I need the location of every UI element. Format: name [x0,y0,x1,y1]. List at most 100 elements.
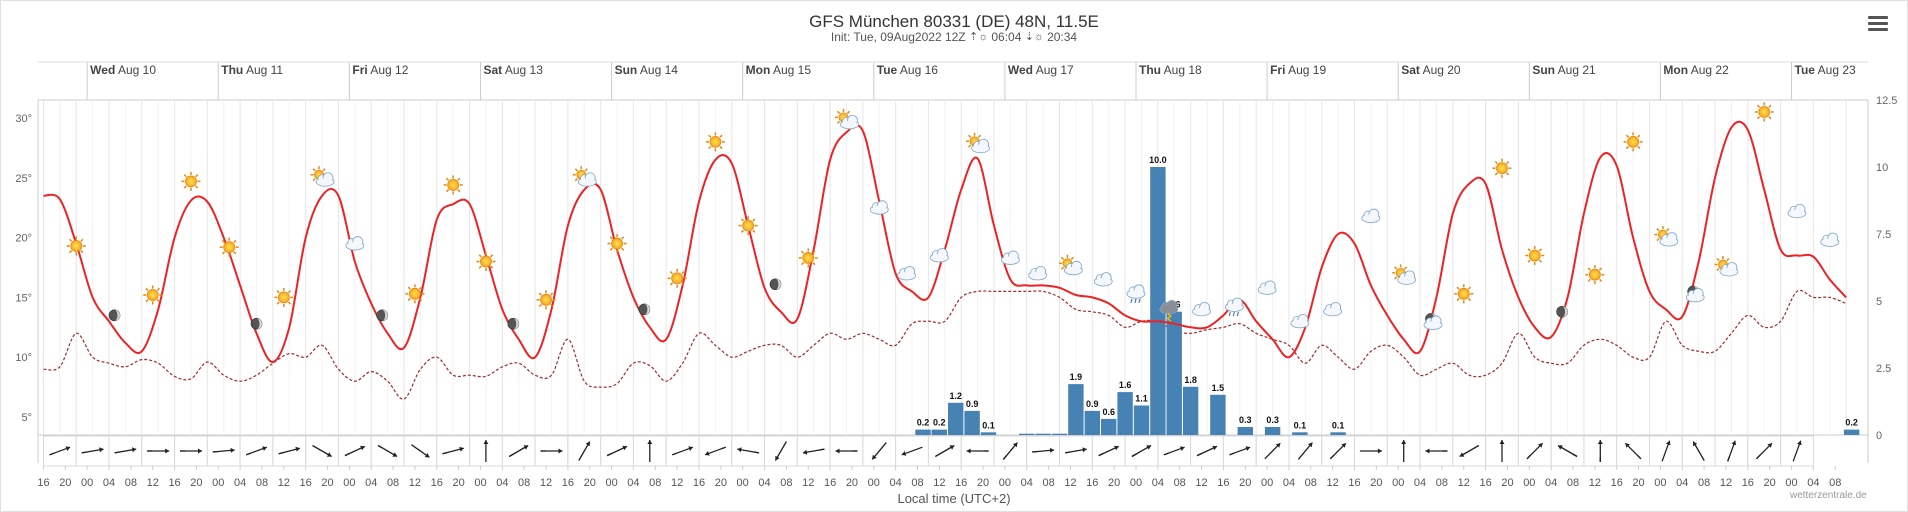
hour-tick-label: 08 [780,477,792,489]
wind-arrowhead [1275,443,1281,448]
sun-ray [145,299,149,303]
wind-feather [1526,454,1531,460]
hour-tick-label: 20 [453,477,465,489]
precip-bar [1210,394,1226,435]
precip-bar [1264,427,1281,435]
sun-ray [708,145,712,150]
wind-feather [1572,453,1578,458]
wind-barb [1002,442,1018,460]
sun-ray [836,110,841,114]
wind-feather [1064,451,1071,454]
hour-tick-label: 16 [955,477,967,489]
sun-ray [287,290,292,294]
cloud-shape [972,144,989,152]
sun-ray [1716,267,1720,272]
sun-ray [1070,256,1074,260]
moon-lit [256,318,263,330]
moon-weather-icon [507,317,520,330]
cloud-shape [1065,266,1082,274]
moon-weather-icon [376,309,388,322]
day-label: Wed Aug 10 [90,63,156,77]
sun-ray [195,185,199,189]
precip-data-label: 1.9 [1070,372,1083,382]
day-label: Mon Aug 15 [746,63,812,77]
sun-ray [681,282,685,286]
sun-ray [1756,116,1761,120]
wind-barb [49,446,71,456]
rain-drop [1134,298,1137,303]
hour-tick-label: 20 [190,477,202,489]
sun-ray [1506,160,1510,165]
hour-tick-label: 04 [1676,477,1688,489]
cloud-shape [1291,319,1308,327]
sun-ray [550,303,554,308]
chart-menu-button[interactable] [1868,14,1888,34]
chart-subtitle: Init: Tue, 09Aug2022 12Z ⇡☼ 06:04 ⇣☼ 20:… [0,30,1908,44]
wind-feather [720,446,726,450]
wind-feather [278,451,284,455]
sun-ray [1467,286,1472,290]
sun-disc [1528,249,1541,262]
wind-feather [1098,452,1104,457]
sun-ray [574,178,578,182]
cloud-weather-icon [1323,301,1343,317]
hour-tick-label: 20 [584,477,596,489]
wind-arrowhead [1114,445,1119,451]
cloud-shape [1821,238,1838,246]
cloud-weather-icon [1361,208,1381,223]
sun-ray [457,177,461,181]
sun-ray [609,236,613,240]
hour-tick-label: 20 [1370,477,1382,489]
cloud-shape [1095,277,1112,285]
sun-weather-icon [274,287,294,307]
hour-tick-label: 16 [693,477,705,489]
wind-barb [871,442,887,460]
precip-bar [1117,392,1133,435]
sun-weather-icon [1525,246,1545,266]
hour-tick-label: 20 [1239,477,1251,489]
hour-tick-label: 20 [977,477,989,489]
sun-ray [1456,297,1460,302]
precip-data-label: 1.8 [1184,375,1197,385]
precip-data-label: 0.1 [982,420,995,430]
day-label-dow: Thu [221,63,243,77]
wind-arrowhead [558,448,563,454]
hour-tick-label: 20 [59,477,71,489]
day-label: Sun Aug 21 [1532,63,1596,77]
cloud-shape [1128,290,1144,298]
sun-ray [740,218,745,222]
sun-ray [1598,278,1603,282]
moon-weather-icon [250,317,263,330]
precip-data-label: 0.1 [1332,420,1345,430]
wind-feather [1002,455,1007,460]
hour-tick-label: 12 [1589,477,1601,489]
wind-barb [312,444,332,458]
wind-arrowhead [585,441,590,447]
wind-arrowhead [872,454,877,460]
sun-ray [1494,160,1498,165]
left-axis-tick-label: 5° [21,412,32,424]
precip-data-label: 10.0 [1149,155,1167,165]
cloud-shape [1720,268,1737,275]
wind-cell [1780,435,1814,467]
wind-arrowhead [483,440,489,444]
left-axis-tick-label: 15° [15,292,32,304]
wind-barb [1163,446,1185,456]
moon-weather-icon [1556,305,1568,318]
wind-arrowhead [459,446,464,452]
wind-arrowhead [230,447,235,453]
sun-ray [478,254,482,258]
day-label-dow: Thu [1139,63,1161,77]
precip-bar [1237,427,1253,435]
hour-tick-label: 20 [1764,477,1776,489]
sun-disc [1457,287,1470,300]
sun-ray [1467,297,1472,302]
thunder-weather-icon [1159,299,1179,322]
day-label-date: Aug 12 [368,63,409,77]
sun-disc [802,252,815,264]
day-label: Thu Aug 18 [1139,63,1202,77]
wind-arrowhead [1797,440,1802,446]
precip-data-label: 0.2 [917,418,930,428]
sun-ray [752,218,756,222]
